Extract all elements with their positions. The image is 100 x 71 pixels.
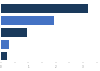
Bar	[1, 28, 27, 37]
Bar	[1, 16, 54, 25]
Bar	[1, 52, 7, 60]
Bar	[1, 4, 88, 13]
Bar	[1, 40, 9, 49]
